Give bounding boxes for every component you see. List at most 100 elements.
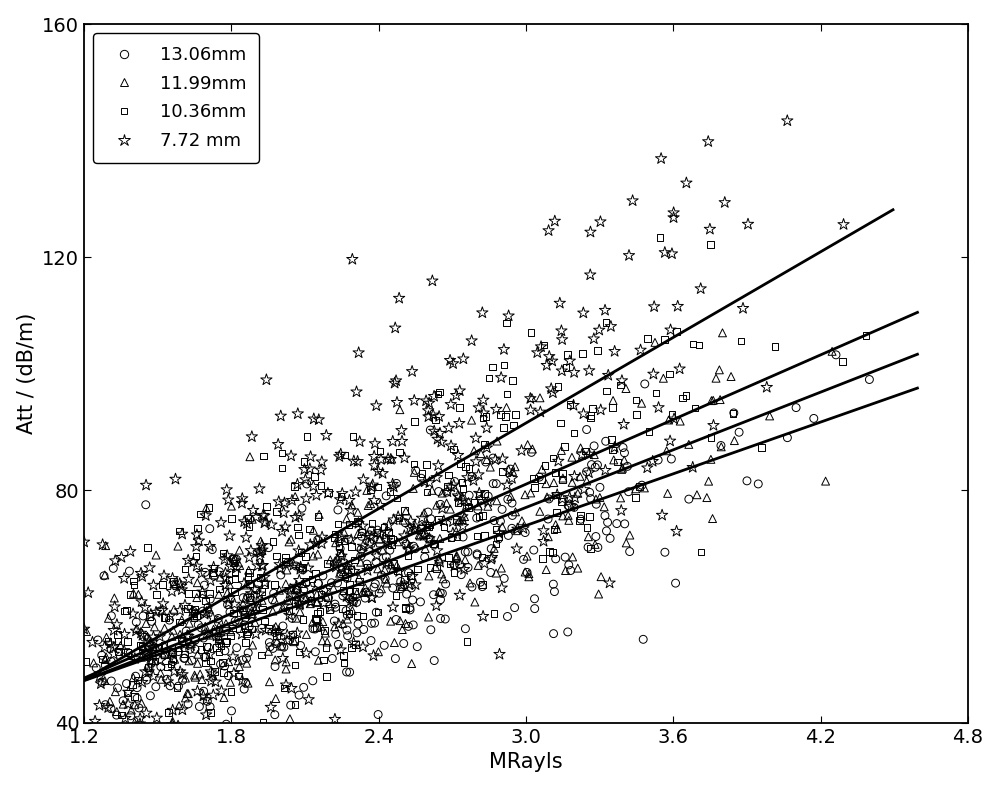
Point: [192, 667, 208, 680]
Point: [386, 481, 402, 493]
Point: [502, 463, 518, 476]
Point: [449, 549, 465, 562]
Point: [660, 487, 676, 499]
Point: [107, 555, 123, 567]
Point: [357, 592, 373, 604]
Point: [470, 469, 486, 481]
Point: [284, 589, 300, 602]
Point: [145, 646, 161, 659]
Point: [138, 479, 154, 492]
Point: [455, 353, 471, 365]
Point: [220, 494, 236, 507]
Point: [646, 301, 662, 313]
Point: [306, 470, 322, 483]
Point: [501, 465, 517, 477]
Point: [91, 699, 107, 712]
Point: [384, 453, 400, 466]
Point: [195, 632, 211, 645]
Point: [272, 563, 288, 575]
Point: [539, 491, 555, 503]
Point: [632, 481, 648, 493]
Point: [137, 644, 153, 656]
Point: [226, 555, 242, 568]
Point: [621, 249, 637, 262]
Point: [378, 551, 394, 563]
Point: [628, 409, 644, 421]
Point: [235, 592, 251, 604]
Point: [399, 588, 415, 600]
Point: [581, 365, 597, 377]
Point: [388, 589, 404, 602]
Point: [448, 513, 464, 525]
Point: [505, 418, 521, 431]
Point: [560, 626, 576, 638]
Point: [331, 618, 347, 630]
Point: [283, 533, 299, 545]
Point: [187, 671, 203, 683]
Point: [339, 563, 355, 575]
Point: [127, 653, 143, 665]
Point: [561, 499, 577, 512]
Point: [298, 550, 314, 563]
Point: [324, 577, 340, 589]
Point: [469, 512, 485, 525]
Point: [592, 492, 608, 504]
Point: [439, 497, 455, 510]
Point: [287, 698, 303, 711]
Point: [668, 577, 684, 589]
Point: [645, 368, 661, 380]
Point: [197, 595, 213, 608]
Point: [592, 215, 608, 228]
Point: [166, 603, 182, 615]
Point: [580, 541, 596, 554]
Point: [581, 448, 597, 461]
Point: [317, 584, 333, 596]
Point: [342, 666, 358, 679]
Point: [330, 638, 346, 651]
Point: [267, 626, 283, 639]
Point: [234, 497, 250, 510]
Point: [288, 559, 304, 572]
Point: [493, 562, 509, 574]
Point: [106, 624, 122, 637]
Point: [380, 452, 396, 465]
Point: [591, 323, 607, 336]
Point: [636, 481, 652, 494]
Point: [310, 654, 326, 667]
Point: [635, 633, 651, 645]
Point: [818, 475, 834, 488]
Point: [281, 604, 297, 617]
Point: [315, 570, 331, 582]
Point: [134, 676, 150, 689]
Point: [286, 559, 302, 571]
Point: [416, 529, 432, 542]
Point: [521, 567, 537, 580]
Point: [347, 638, 363, 651]
Point: [110, 635, 126, 648]
Point: [179, 687, 195, 700]
Point: [537, 459, 553, 472]
Point: [379, 577, 395, 589]
Point: [321, 604, 337, 616]
Point: [283, 699, 299, 712]
Point: [522, 392, 538, 405]
Point: [538, 563, 554, 576]
Point: [170, 645, 186, 658]
Point: [301, 523, 317, 536]
Point: [309, 608, 325, 620]
Point: [500, 529, 516, 542]
Point: [148, 640, 164, 653]
Point: [289, 626, 305, 639]
Point: [700, 135, 716, 148]
Point: [335, 603, 351, 615]
Point: [451, 401, 467, 413]
Point: [126, 578, 142, 591]
Point: [362, 529, 378, 541]
Point: [165, 704, 181, 716]
Point: [474, 581, 490, 593]
Point: [477, 557, 493, 570]
Point: [317, 624, 333, 637]
Point: [378, 489, 394, 502]
Point: [216, 691, 232, 704]
Point: [343, 540, 359, 553]
